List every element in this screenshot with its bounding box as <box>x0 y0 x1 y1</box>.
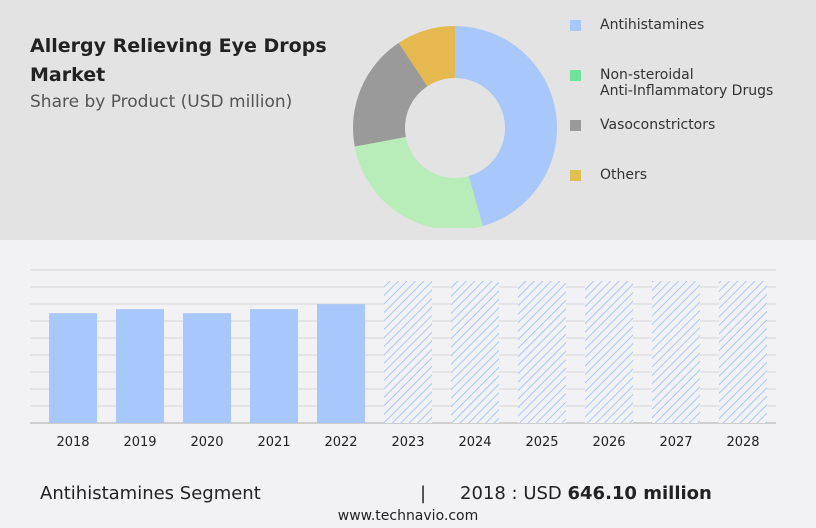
donut-slice-1 <box>354 137 483 230</box>
segment-value: 646.10 million <box>567 483 712 504</box>
x-tick-label: 2026 <box>592 435 625 450</box>
bar-2020 <box>183 313 231 423</box>
x-tick-label: 2024 <box>458 435 491 450</box>
bar-2022 <box>317 304 365 423</box>
legend-label: Others <box>600 167 648 183</box>
donut-slice-2 <box>353 42 428 147</box>
chart-title: Allergy Relieving Eye Drops Market <box>30 35 327 86</box>
forecast-bar-2024 <box>451 281 499 423</box>
legend-label: Non-steroidal Anti-Inflammatory Drugs <box>600 67 774 99</box>
x-tick-label: 2022 <box>324 435 357 450</box>
bar-2021 <box>250 309 298 423</box>
bar-2018 <box>49 313 97 423</box>
legend-swatch <box>570 70 581 81</box>
forecast-bar-2025 <box>518 281 566 423</box>
year-label: 2018 : USD <box>460 483 568 504</box>
chart-subtitle: Share by Product (USD million) <box>30 92 293 112</box>
legend-label: Vasoconstrictors <box>600 117 716 133</box>
legend-item: Non-steroidal Anti-Inflammatory Drugs <box>570 67 773 99</box>
segment-label: Antihistamines Segment <box>40 483 261 504</box>
legend-swatch <box>570 170 581 181</box>
legend-swatch <box>570 20 581 31</box>
legend-swatch <box>570 120 581 131</box>
x-tick-label: 2023 <box>391 435 424 450</box>
forecast-bar-2026 <box>585 281 633 423</box>
x-tick-label: 2027 <box>659 435 692 450</box>
x-tick-label: 2025 <box>525 435 558 450</box>
legend-item: Vasoconstrictors <box>570 117 715 133</box>
separator: | <box>420 483 427 504</box>
x-tick-label: 2028 <box>726 435 759 450</box>
donut-slice-3 <box>398 26 455 87</box>
site-url: www.technavio.com <box>337 508 479 524</box>
x-tick-label: 2018 <box>56 435 89 450</box>
legend-label: Antihistamines <box>600 17 705 33</box>
legend-item: Others <box>570 167 647 183</box>
forecast-bar-2028 <box>719 281 767 423</box>
footer-value-group: 2018 : USD 646.10 million <box>460 483 712 504</box>
x-tick-label: 2019 <box>123 435 156 450</box>
x-tick-label: 2020 <box>190 435 223 450</box>
x-tick-label: 2021 <box>257 435 290 450</box>
legend-item: Antihistamines <box>570 17 704 33</box>
forecast-bar-2027 <box>652 281 700 423</box>
forecast-bar-2023 <box>384 281 432 423</box>
bar-2019 <box>116 309 164 423</box>
donut-slice-0 <box>455 25 558 227</box>
